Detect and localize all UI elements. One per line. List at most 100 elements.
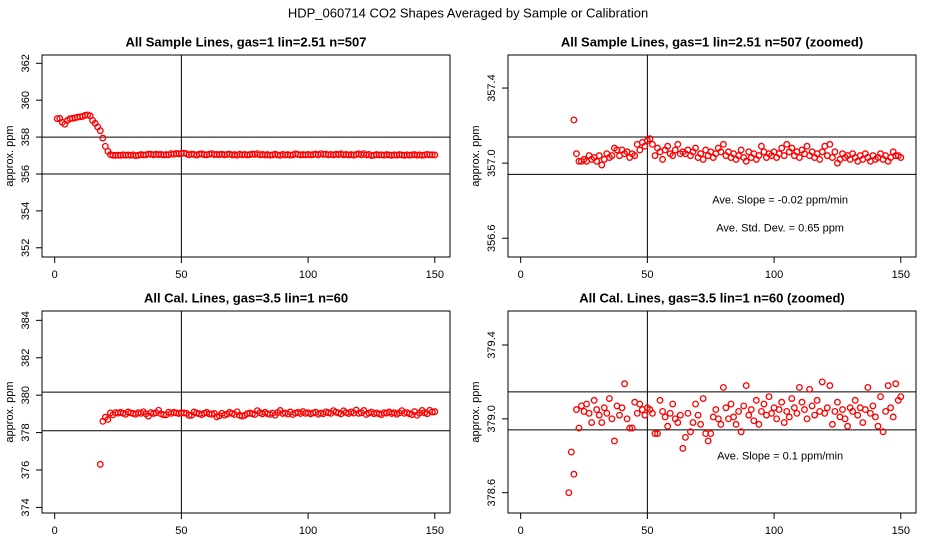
- panel: All Cal. Lines, gas=3.5 lin=1 n=60 (zoom…: [470, 290, 917, 537]
- panel: All Sample Lines, gas=1 lin=2.51 n=507 ap…: [4, 34, 451, 281]
- point: [826, 140, 834, 148]
- annotation: Ave. Std. Dev. = 0.65 ppm: [716, 223, 844, 235]
- point: [567, 448, 575, 456]
- point: [631, 152, 639, 160]
- panel-title: All Sample Lines, gas=1 lin=2.51 n=507: [126, 34, 367, 49]
- point: [656, 396, 664, 404]
- y-axis-label: approx. ppm: [4, 381, 16, 442]
- point: [661, 413, 669, 421]
- point: [598, 161, 606, 169]
- y-axis-label: approx. ppm: [4, 125, 16, 186]
- point: [803, 142, 811, 150]
- point: [428, 408, 436, 416]
- y-tick-label: 352: [20, 239, 32, 257]
- point: [811, 411, 819, 419]
- point: [864, 383, 872, 391]
- point: [798, 398, 806, 406]
- panel-title: All Cal. Lines, gas=3.5 lin=1 n=60: [144, 290, 348, 305]
- point: [727, 400, 735, 408]
- point: [844, 422, 852, 430]
- point: [651, 152, 659, 160]
- point: [828, 154, 836, 161]
- point: [636, 146, 644, 154]
- x-tick-label: 150: [892, 269, 910, 281]
- point: [737, 428, 745, 436]
- point: [570, 116, 578, 124]
- point: [96, 460, 104, 468]
- point: [795, 154, 803, 161]
- point: [428, 151, 436, 159]
- point: [590, 396, 598, 404]
- point: [874, 422, 882, 430]
- point: [818, 148, 826, 156]
- y-tick-label: 357.4: [486, 74, 498, 102]
- point: [889, 413, 897, 421]
- y-tick-label: 362: [20, 54, 32, 72]
- point: [833, 398, 841, 406]
- point: [160, 411, 168, 419]
- y-axis-label: approx. ppm: [470, 381, 482, 442]
- point: [99, 134, 107, 142]
- x-tick-label: 100: [299, 269, 317, 281]
- point: [595, 152, 603, 160]
- point: [719, 383, 727, 391]
- panel: All Cal. Lines, gas=3.5 lin=1 n=60 approx…: [4, 290, 451, 537]
- point: [719, 140, 727, 148]
- point: [892, 380, 900, 388]
- point: [431, 151, 439, 159]
- annotation: Ave. Slope = -0.02 ppm/min: [712, 194, 848, 206]
- point: [669, 400, 677, 408]
- point: [872, 413, 879, 421]
- point: [633, 409, 641, 417]
- plot-frame: [507, 310, 917, 514]
- points: [570, 116, 905, 169]
- point: [605, 395, 613, 402]
- x-tick-label: 150: [426, 525, 444, 537]
- point: [854, 411, 862, 419]
- point: [687, 428, 694, 436]
- point: [676, 411, 684, 419]
- point: [780, 419, 788, 426]
- point: [818, 378, 826, 386]
- point: [740, 402, 748, 410]
- point: [659, 407, 667, 415]
- point: [572, 150, 580, 158]
- point: [598, 419, 606, 426]
- point: [666, 409, 674, 417]
- point: [694, 411, 702, 419]
- point: [610, 437, 618, 445]
- point: [616, 411, 623, 419]
- x-tick-label: 150: [892, 525, 910, 537]
- point: [877, 393, 884, 401]
- point: [831, 407, 839, 415]
- point: [826, 382, 834, 390]
- point: [583, 400, 591, 408]
- point: [664, 422, 672, 430]
- point: [431, 408, 439, 416]
- y-tick-label: 354: [20, 202, 32, 220]
- y-tick-label: 358: [20, 128, 32, 146]
- points: [96, 406, 439, 468]
- y-axis-label: approx. ppm: [470, 125, 482, 186]
- y-tick-label: 357.0: [486, 149, 498, 177]
- point: [755, 420, 763, 428]
- point: [861, 406, 869, 414]
- point: [697, 150, 705, 158]
- point: [803, 415, 811, 423]
- plot-frame: [41, 54, 451, 258]
- y-tick-label: 356: [20, 165, 32, 183]
- point: [96, 127, 104, 135]
- point: [790, 404, 798, 412]
- point: [851, 396, 859, 404]
- point: [621, 380, 629, 388]
- point: [755, 152, 763, 160]
- annotation: Ave. Slope = 0.1 ppm/min: [717, 450, 843, 462]
- x-tick-label: 0: [52, 269, 58, 281]
- point: [735, 407, 743, 415]
- point: [831, 148, 839, 156]
- point: [600, 404, 608, 412]
- point: [628, 424, 636, 432]
- y-tick-label: 382: [20, 349, 32, 367]
- y-tick-label: 378.6: [486, 479, 498, 507]
- point: [585, 409, 593, 417]
